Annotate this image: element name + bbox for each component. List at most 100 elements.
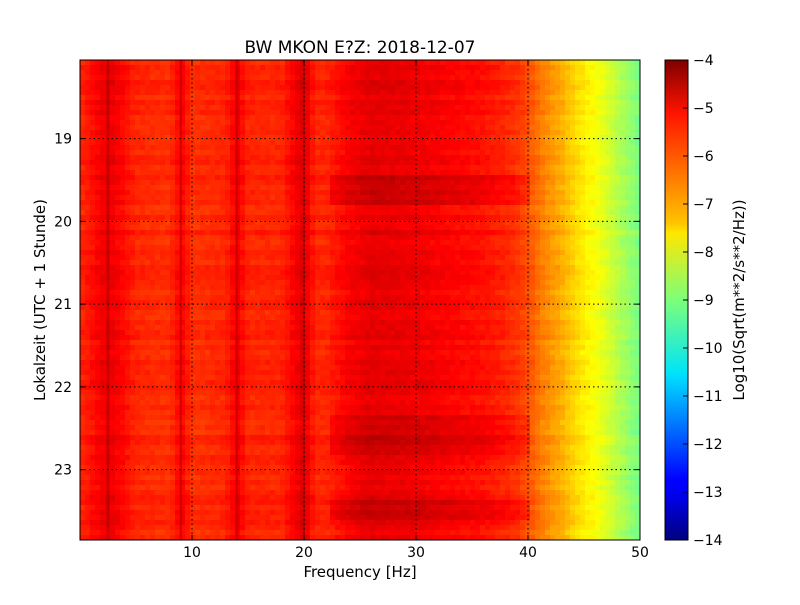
heatmap-cell xyxy=(625,195,631,201)
heatmap-cell xyxy=(380,165,386,171)
heatmap-cell xyxy=(505,270,511,276)
heatmap-cell xyxy=(310,215,316,221)
heatmap-cell xyxy=(405,275,411,281)
heatmap-cell xyxy=(500,265,506,271)
heatmap-cell xyxy=(450,140,456,146)
heatmap-cell xyxy=(275,135,281,141)
heatmap-cell xyxy=(415,275,421,281)
heatmap-cell xyxy=(400,115,406,121)
heatmap-cell xyxy=(195,80,201,86)
heatmap-cell xyxy=(280,185,286,191)
heatmap-cell xyxy=(320,230,326,236)
heatmap-cell xyxy=(515,65,521,71)
heatmap-cell xyxy=(260,145,266,151)
heatmap-cell xyxy=(185,255,191,261)
heatmap-cell xyxy=(315,160,321,166)
heatmap-cell xyxy=(245,80,251,86)
heatmap-cell xyxy=(395,85,401,91)
heatmap-cell xyxy=(465,115,471,121)
heatmap-cell xyxy=(595,140,601,146)
heatmap-cell xyxy=(510,115,516,121)
heatmap-cell xyxy=(425,235,431,241)
heatmap-cell xyxy=(265,95,271,101)
heatmap-cell xyxy=(495,185,501,191)
heatmap-cell xyxy=(225,130,231,136)
heatmap-cell xyxy=(110,150,116,156)
heatmap-cell xyxy=(125,225,131,231)
heatmap-cell xyxy=(435,255,441,261)
heatmap-cell xyxy=(280,235,286,241)
heatmap-cell xyxy=(530,60,536,66)
heatmap-cell xyxy=(535,220,541,226)
heatmap-cell xyxy=(125,170,131,176)
heatmap-cell xyxy=(540,90,546,96)
heatmap-cell xyxy=(285,275,291,281)
heatmap-cell xyxy=(310,100,316,106)
heatmap-cell xyxy=(450,205,456,211)
heatmap-cell xyxy=(340,180,346,186)
heatmap-cell xyxy=(185,240,191,246)
heatmap-cell xyxy=(120,215,126,221)
heatmap-cell xyxy=(425,240,431,246)
heatmap-cell xyxy=(585,255,591,261)
heatmap-cell xyxy=(375,145,381,151)
heatmap-cell xyxy=(470,275,476,281)
heatmap-cell xyxy=(555,260,561,266)
heatmap-cell xyxy=(245,140,251,146)
heatmap-cell xyxy=(290,250,296,256)
heatmap-cell xyxy=(595,255,601,261)
heatmap-cell xyxy=(100,85,106,91)
heatmap-cell xyxy=(530,75,536,81)
heatmap-cell xyxy=(310,140,316,146)
heatmap-cell xyxy=(310,135,316,141)
heatmap-cell xyxy=(230,140,236,146)
heatmap-cell xyxy=(570,270,576,276)
heatmap-cell xyxy=(460,165,466,171)
heatmap-cell xyxy=(630,130,636,136)
heatmap-cell xyxy=(350,265,356,271)
heatmap-cell xyxy=(475,75,481,81)
heatmap-cell xyxy=(445,205,451,211)
heatmap-cell xyxy=(500,250,506,256)
heatmap-cell xyxy=(210,265,216,271)
heatmap-cell xyxy=(595,260,601,266)
heatmap-cell xyxy=(145,75,151,81)
heatmap-cell xyxy=(275,225,281,231)
heatmap-cell xyxy=(120,275,126,281)
heatmap-cell xyxy=(360,120,366,126)
heatmap-cell xyxy=(160,110,166,116)
heatmap-cell xyxy=(260,105,266,111)
heatmap-cell xyxy=(590,275,596,281)
heatmap-cell xyxy=(520,200,526,206)
heatmap-cell xyxy=(320,110,326,116)
heatmap-cell xyxy=(465,65,471,71)
heatmap-cell xyxy=(625,150,631,156)
heatmap-cell xyxy=(495,155,501,161)
heatmap-cell xyxy=(325,245,331,251)
heatmap-cell xyxy=(460,215,466,221)
heatmap-cell xyxy=(290,70,296,76)
heatmap-cell xyxy=(350,215,356,221)
heatmap-cell xyxy=(555,145,561,151)
heatmap-cell xyxy=(610,240,616,246)
heatmap-cell xyxy=(565,210,571,216)
heatmap-cell xyxy=(580,115,586,121)
heatmap-cell xyxy=(505,145,511,151)
heatmap-cell xyxy=(290,220,296,226)
heatmap-cell xyxy=(395,70,401,76)
heatmap-cell xyxy=(285,165,291,171)
heatmap-cell xyxy=(580,230,586,236)
heatmap-cell xyxy=(600,220,606,226)
heatmap-cell xyxy=(395,225,401,231)
heatmap-cell xyxy=(280,75,286,81)
heatmap-cell xyxy=(530,205,536,211)
heatmap-cell xyxy=(625,140,631,146)
heatmap-cell xyxy=(120,210,126,216)
heatmap-cell xyxy=(450,220,456,226)
heatmap-cell xyxy=(195,265,201,271)
heatmap-cell xyxy=(610,275,616,281)
heatmap-cell xyxy=(195,275,201,281)
heatmap-cell xyxy=(580,145,586,151)
heatmap-cell xyxy=(610,145,616,151)
heatmap-cell xyxy=(555,270,561,276)
